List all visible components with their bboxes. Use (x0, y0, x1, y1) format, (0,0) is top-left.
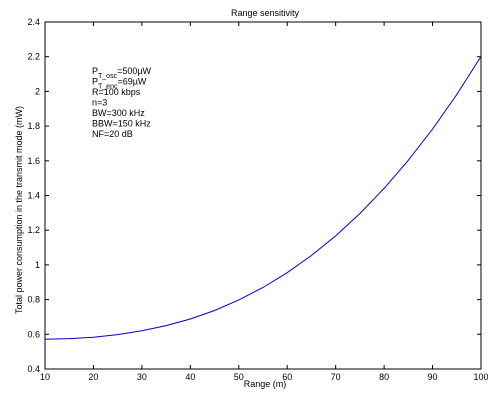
x-tick-label: 40 (185, 372, 195, 382)
chart-title: Range sensitivity (231, 8, 300, 18)
y-tick-label: 1.8 (27, 121, 40, 131)
y-axis-label: Total power consumption in the transmit … (14, 106, 24, 314)
y-tick-label: 0.4 (27, 364, 40, 374)
annotation-line: n=3 (92, 98, 107, 108)
x-tick-label: 100 (473, 372, 488, 382)
annotation-line: NF=20 dB (92, 129, 133, 139)
x-tick-label: 30 (137, 372, 147, 382)
x-axis: 10 20 30 40 50 60 70 80 90 100 (40, 22, 488, 382)
x-tick-label: 10 (40, 372, 50, 382)
y-tick-label: 2.4 (27, 17, 40, 27)
x-tick-label: 60 (282, 372, 292, 382)
y-tick-label: 2 (35, 86, 40, 96)
x-axis-label: Range (m) (244, 379, 287, 389)
y-tick-label: 0.6 (27, 329, 40, 339)
x-tick-label: 50 (234, 372, 244, 382)
annotation-line: BBW=150 kHz (92, 119, 151, 129)
series-line-0 (44, 56, 482, 340)
annotation-line: PT_osc=500µW (92, 66, 152, 80)
x-tick-label: 80 (379, 372, 389, 382)
y-tick-label: 1 (35, 260, 40, 270)
annotation-line: R=100 kbps (92, 87, 141, 97)
annotation-line: BW=300 kHz (92, 108, 145, 118)
x-tick-label: 90 (428, 372, 438, 382)
series-layer (44, 56, 482, 340)
x-tick-label: 20 (88, 372, 98, 382)
y-tick-label: 1.6 (27, 156, 40, 166)
y-tick-label: 0.8 (27, 295, 40, 305)
y-tick-label: 1.4 (27, 191, 40, 201)
annotation-line: PT_enc=69µW (92, 77, 147, 91)
y-tick-label: 1.2 (27, 225, 40, 235)
x-tick-label: 70 (331, 372, 341, 382)
y-tick-label: 2.2 (27, 52, 40, 62)
y-axis: 0.4 0.6 0.8 1 1.2 1.4 1.6 1.8 2 2.2 2.4 (27, 17, 481, 374)
